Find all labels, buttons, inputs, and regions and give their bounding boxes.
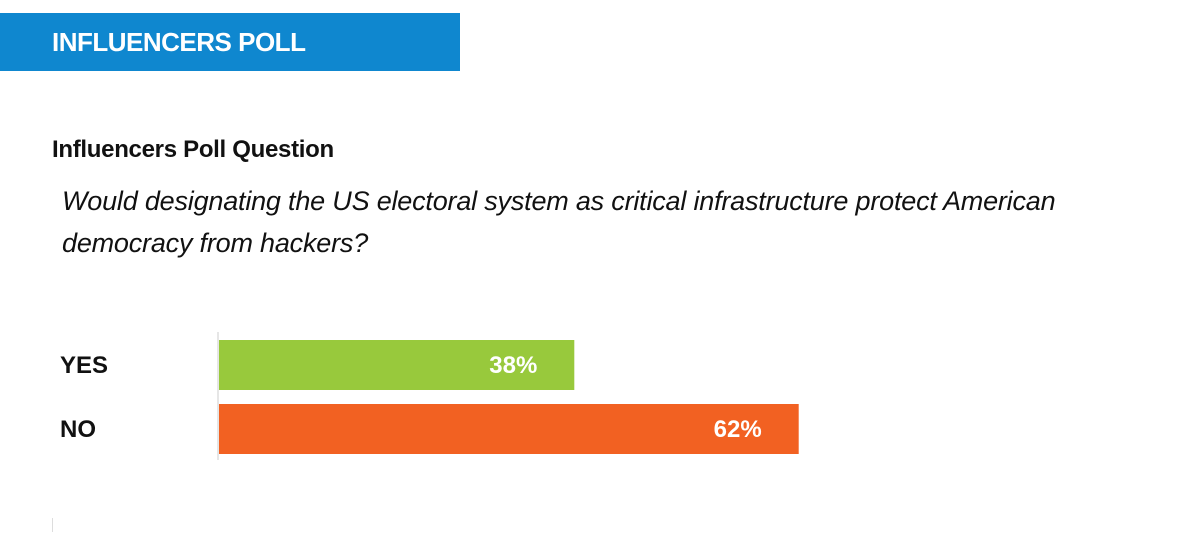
- banner-title: INFLUENCERS POLL: [52, 27, 306, 57]
- value-label-no: 62%: [714, 416, 762, 443]
- question-text: Would designating the US electoral syste…: [62, 186, 1056, 258]
- bar-yes: [219, 340, 575, 390]
- decorative-tick: [52, 518, 53, 532]
- question-heading: Influencers Poll Question: [52, 136, 334, 163]
- category-label-no: NO: [60, 416, 96, 443]
- poll-bar-chart: YES 38% NO 62%: [60, 332, 799, 460]
- category-label-yes: YES: [60, 352, 108, 379]
- bar-no: [219, 404, 799, 454]
- poll-banner: INFLUENCERS POLL: [0, 13, 460, 71]
- value-label-yes: 38%: [489, 352, 537, 379]
